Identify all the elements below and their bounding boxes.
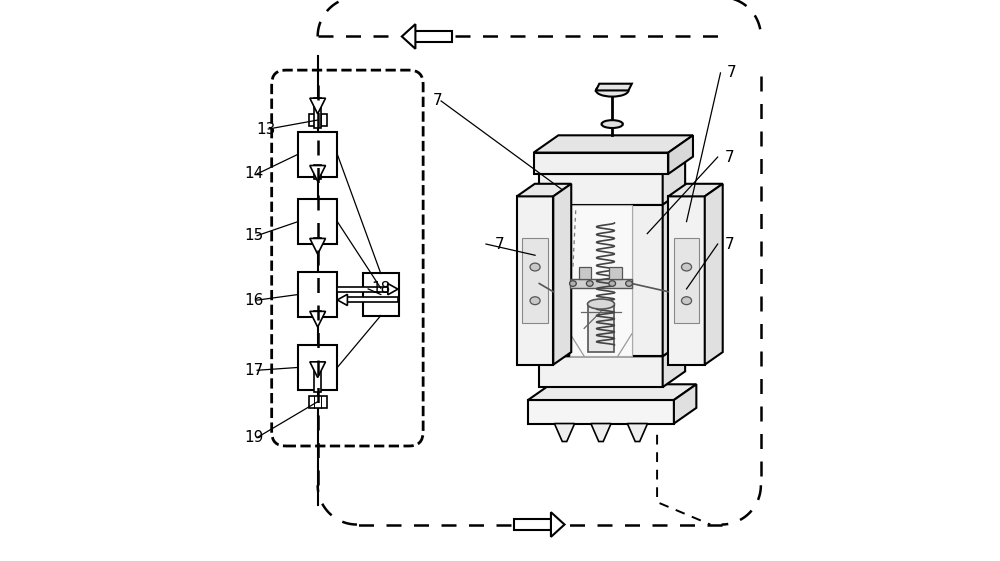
Text: 18: 18 <box>371 282 390 296</box>
Bar <box>570 205 632 356</box>
Bar <box>514 519 552 530</box>
Bar <box>579 266 591 279</box>
Ellipse shape <box>681 263 692 271</box>
Ellipse shape <box>530 263 540 271</box>
Bar <box>314 98 321 128</box>
Text: 7: 7 <box>433 94 442 108</box>
Bar <box>528 400 674 424</box>
Polygon shape <box>402 24 415 49</box>
Polygon shape <box>337 295 347 306</box>
Bar <box>517 196 553 365</box>
Bar <box>314 311 321 319</box>
Polygon shape <box>551 512 565 537</box>
Bar <box>539 174 663 205</box>
Bar <box>588 304 614 352</box>
Bar <box>570 279 632 288</box>
Polygon shape <box>517 184 571 196</box>
Polygon shape <box>388 283 398 295</box>
Bar <box>539 205 570 356</box>
Bar <box>674 238 699 323</box>
Bar <box>314 238 321 246</box>
Text: 19: 19 <box>245 430 264 445</box>
Bar <box>337 287 388 292</box>
Polygon shape <box>310 362 326 378</box>
Polygon shape <box>310 165 326 181</box>
Polygon shape <box>310 311 326 327</box>
Ellipse shape <box>609 280 616 286</box>
Bar <box>314 362 321 392</box>
Ellipse shape <box>530 297 540 305</box>
Polygon shape <box>705 184 723 365</box>
Ellipse shape <box>570 280 576 286</box>
Polygon shape <box>591 424 611 442</box>
Bar <box>632 205 663 356</box>
Bar <box>609 266 622 279</box>
Polygon shape <box>539 158 685 174</box>
Ellipse shape <box>681 297 692 305</box>
Text: 15: 15 <box>245 228 264 243</box>
Text: 7: 7 <box>724 237 734 251</box>
Polygon shape <box>668 184 723 196</box>
Text: 7: 7 <box>724 150 734 164</box>
Bar <box>534 153 668 174</box>
Polygon shape <box>534 135 693 153</box>
Polygon shape <box>528 384 696 400</box>
Text: 17: 17 <box>245 363 264 378</box>
Bar <box>298 199 337 244</box>
Bar <box>363 274 399 315</box>
Polygon shape <box>553 184 571 365</box>
Polygon shape <box>674 384 696 424</box>
Bar <box>668 196 705 365</box>
Polygon shape <box>596 84 632 90</box>
Bar <box>522 238 548 323</box>
Bar <box>539 356 663 387</box>
Polygon shape <box>663 189 685 356</box>
Bar <box>298 132 337 177</box>
Polygon shape <box>310 238 326 254</box>
Bar <box>414 31 452 42</box>
Polygon shape <box>627 424 648 442</box>
Polygon shape <box>310 98 326 114</box>
Polygon shape <box>539 341 685 356</box>
Polygon shape <box>663 158 685 205</box>
Text: 14: 14 <box>245 167 264 181</box>
Polygon shape <box>668 135 693 174</box>
Bar <box>298 345 337 390</box>
Text: 7: 7 <box>494 237 504 251</box>
Ellipse shape <box>586 280 593 286</box>
Polygon shape <box>554 424 575 442</box>
Bar <box>309 114 327 126</box>
Polygon shape <box>663 341 685 387</box>
Text: 7: 7 <box>727 66 737 80</box>
Text: 13: 13 <box>256 122 275 136</box>
Ellipse shape <box>596 84 628 96</box>
Bar <box>347 297 398 302</box>
Bar <box>309 396 327 408</box>
Bar <box>314 165 321 179</box>
Ellipse shape <box>602 120 623 128</box>
Text: 16: 16 <box>245 293 264 307</box>
Bar <box>298 272 337 317</box>
Ellipse shape <box>588 299 614 309</box>
Ellipse shape <box>626 280 632 286</box>
